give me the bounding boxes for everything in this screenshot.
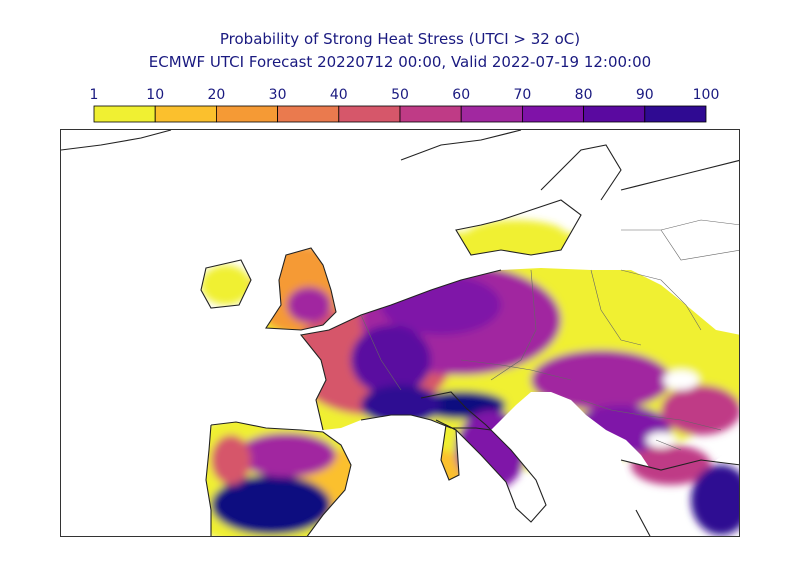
legend-tick-label: 20 bbox=[207, 87, 225, 103]
chart-subtitle: ECMWF UTCI Forecast 20220712 00:00, Vali… bbox=[148, 53, 652, 71]
coastlines bbox=[61, 130, 739, 536]
legend-swatch bbox=[277, 105, 340, 123]
legend-swatch bbox=[460, 105, 523, 123]
legend-tick-label: 10 bbox=[146, 87, 164, 103]
legend-tick-label: 90 bbox=[636, 87, 654, 103]
legend-tick-label: 100 bbox=[693, 87, 720, 103]
legend-tick-label: 80 bbox=[575, 87, 593, 103]
legend-swatch bbox=[522, 105, 585, 123]
legend-swatch bbox=[154, 105, 217, 123]
country-borders bbox=[360, 219, 739, 451]
probability-field bbox=[201, 200, 739, 536]
legend-swatch bbox=[215, 105, 278, 123]
legend-swatch bbox=[583, 105, 646, 123]
legend-tick-label: 1 bbox=[90, 87, 99, 103]
legend-swatch bbox=[93, 105, 156, 123]
legend-tick-label: 50 bbox=[391, 87, 409, 103]
legend-tick-label: 60 bbox=[452, 87, 470, 103]
color-legend: 1 10 20 30 40 50 60 70 80 90 100 bbox=[90, 87, 720, 123]
legend-swatch bbox=[644, 105, 707, 123]
legend-tick-label: 30 bbox=[269, 87, 287, 103]
chart-title: Probability of Strong Heat Stress (UTCI … bbox=[219, 30, 581, 48]
map-canvas bbox=[61, 130, 739, 536]
legend-swatch bbox=[338, 105, 401, 123]
legend-tick-label: 40 bbox=[330, 87, 348, 103]
probability-map bbox=[60, 129, 740, 537]
legend-swatch bbox=[399, 105, 462, 123]
legend-tick-label: 70 bbox=[513, 87, 531, 103]
